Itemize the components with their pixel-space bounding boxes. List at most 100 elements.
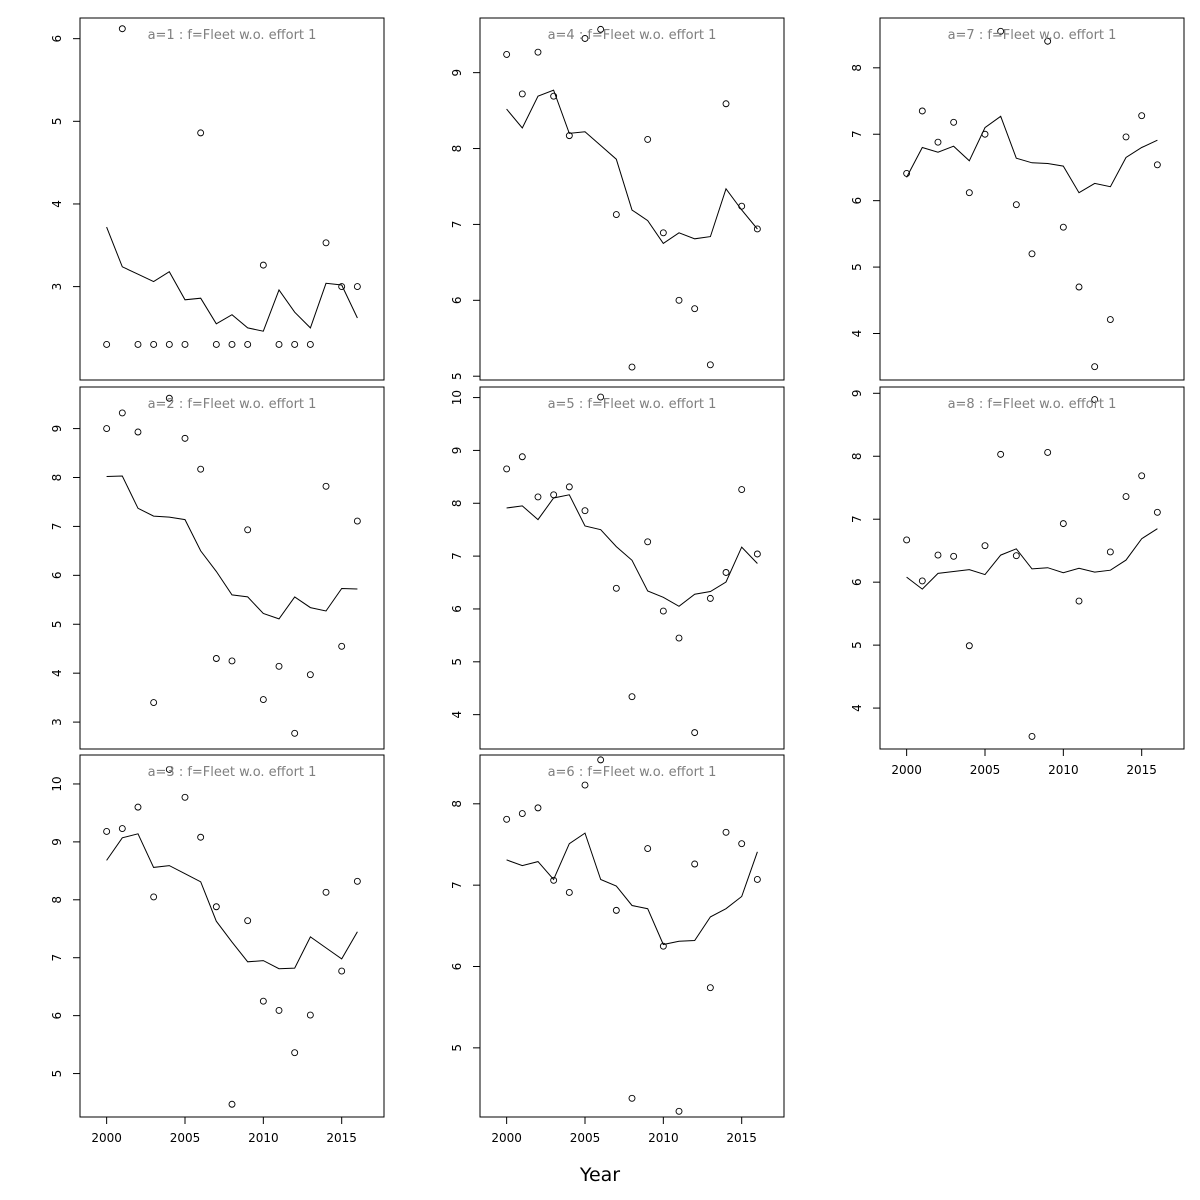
observed-point bbox=[150, 699, 158, 706]
panel-7: 4 5 6 7 8 a=7 : f=Fleet w.o. effort 1 bbox=[850, 17, 1185, 381]
y-tick-label: 7 bbox=[50, 523, 64, 531]
observed-point bbox=[503, 50, 511, 58]
y-tick-label: 6 bbox=[50, 1012, 64, 1020]
y-tick-label: 4 bbox=[50, 200, 64, 208]
observed-point bbox=[291, 341, 299, 348]
observed-point bbox=[644, 135, 652, 143]
observed-point bbox=[691, 729, 699, 737]
observed-point bbox=[1075, 283, 1083, 291]
x-tick-label: 2000 bbox=[491, 1131, 522, 1145]
observed-point bbox=[1044, 449, 1052, 456]
observed-point bbox=[291, 729, 299, 737]
y-tick-label: 7 bbox=[450, 881, 464, 889]
observed-point bbox=[903, 169, 911, 177]
observed-point bbox=[722, 828, 730, 836]
observed-point bbox=[518, 810, 526, 818]
panel-5: 4 5 6 7 8 9 10 a=5 : f=Fleet w.o. effort 1 bbox=[450, 386, 785, 750]
observed-point bbox=[306, 341, 314, 348]
y-tick-label: 6 bbox=[50, 35, 64, 43]
observed-point bbox=[197, 129, 205, 137]
observed-point bbox=[738, 202, 746, 210]
observed-point bbox=[659, 607, 667, 615]
observed-point bbox=[706, 984, 714, 992]
observed-point bbox=[550, 92, 558, 100]
observed-point bbox=[181, 434, 189, 442]
observed-point bbox=[244, 341, 252, 348]
observed-point bbox=[275, 341, 283, 348]
y-tick-label: 4 bbox=[850, 704, 864, 712]
y-tick-label: 3 bbox=[50, 718, 64, 726]
observed-point bbox=[597, 25, 605, 33]
y-tick-label: 8 bbox=[450, 145, 464, 153]
observed-point bbox=[659, 942, 667, 950]
observed-point bbox=[675, 1107, 683, 1115]
panel-3: 5 6 7 8 9 10 2000 2005 2010 2015 a=3 : f=Fleet w.o… bbox=[50, 754, 385, 1145]
y-tick-label: 5 bbox=[50, 1070, 64, 1078]
y-tick-label: 5 bbox=[50, 117, 64, 125]
y-tick-label: 7 bbox=[450, 552, 464, 560]
observed-point bbox=[259, 997, 267, 1005]
panel-title: a=1 : f=Fleet w.o. effort 1 bbox=[148, 28, 317, 43]
observed-point bbox=[691, 860, 699, 868]
observed-point bbox=[753, 225, 761, 233]
y-tick-label: 7 bbox=[850, 515, 864, 523]
observed-point bbox=[181, 341, 189, 348]
x-tick-label: 2015 bbox=[1126, 763, 1157, 777]
y-tick-label: 6 bbox=[450, 296, 464, 304]
observed-point bbox=[212, 903, 220, 911]
observed-point bbox=[534, 48, 542, 56]
observed-point bbox=[965, 189, 973, 197]
y-tick-label: 7 bbox=[50, 954, 64, 962]
panel-frame bbox=[479, 17, 785, 381]
observed-point bbox=[753, 876, 761, 883]
observed-point bbox=[722, 569, 730, 576]
observed-point bbox=[259, 261, 267, 269]
x-tick-label: 2005 bbox=[970, 763, 1001, 777]
fitted-line bbox=[906, 528, 1158, 590]
observed-point bbox=[1059, 223, 1067, 231]
observed-point bbox=[722, 100, 730, 108]
observed-point bbox=[934, 551, 942, 559]
y-tick-label: 5 bbox=[450, 1044, 464, 1052]
observed-point bbox=[1091, 363, 1099, 371]
panel-1: 3 4 5 6 a=1 : f=Fleet w.o. effort 1 bbox=[50, 17, 385, 381]
x-tick-label: 2015 bbox=[326, 1131, 357, 1145]
observed-point bbox=[612, 584, 620, 592]
y-tick-label: 9 bbox=[450, 69, 464, 77]
y-tick-label: 5 bbox=[50, 620, 64, 628]
observed-point bbox=[197, 465, 205, 473]
y-tick-label: 6 bbox=[850, 578, 864, 586]
observed-point bbox=[612, 906, 620, 914]
x-axis-label: Year bbox=[579, 1164, 620, 1186]
panel-frame bbox=[79, 754, 385, 1118]
fitted-line bbox=[506, 494, 758, 607]
observed-point bbox=[644, 538, 652, 546]
observed-point bbox=[1028, 250, 1036, 258]
observed-point bbox=[965, 642, 973, 650]
observed-point bbox=[1012, 552, 1020, 560]
observed-point bbox=[165, 341, 173, 348]
observed-point bbox=[503, 465, 511, 473]
observed-point bbox=[306, 671, 314, 679]
x-tick-label: 2015 bbox=[726, 1131, 757, 1145]
x-tick-label: 2010 bbox=[648, 1131, 679, 1145]
observed-point bbox=[306, 1011, 314, 1019]
fitted-line bbox=[906, 115, 1158, 194]
observed-point bbox=[997, 27, 1005, 35]
observed-point bbox=[1153, 161, 1161, 169]
observed-point bbox=[228, 1100, 236, 1108]
observed-point bbox=[981, 130, 989, 138]
observed-point bbox=[134, 803, 142, 811]
observed-point bbox=[1059, 520, 1067, 528]
observed-point bbox=[503, 815, 511, 823]
observed-point bbox=[1106, 316, 1114, 324]
x-tick-label: 2000 bbox=[891, 763, 922, 777]
fitted-line bbox=[506, 89, 758, 245]
panels-group: 3 4 5 6 a=1 : f=Fleet w.o. effort 1 3 4 5 6 7 8 9 a=… bbox=[50, 17, 1185, 1145]
y-tick-label: 8 bbox=[850, 64, 864, 72]
observed-point bbox=[212, 341, 220, 348]
observed-point bbox=[134, 341, 142, 348]
panel-frame bbox=[479, 754, 785, 1118]
y-tick-label: 7 bbox=[450, 221, 464, 229]
observed-point bbox=[628, 693, 636, 701]
